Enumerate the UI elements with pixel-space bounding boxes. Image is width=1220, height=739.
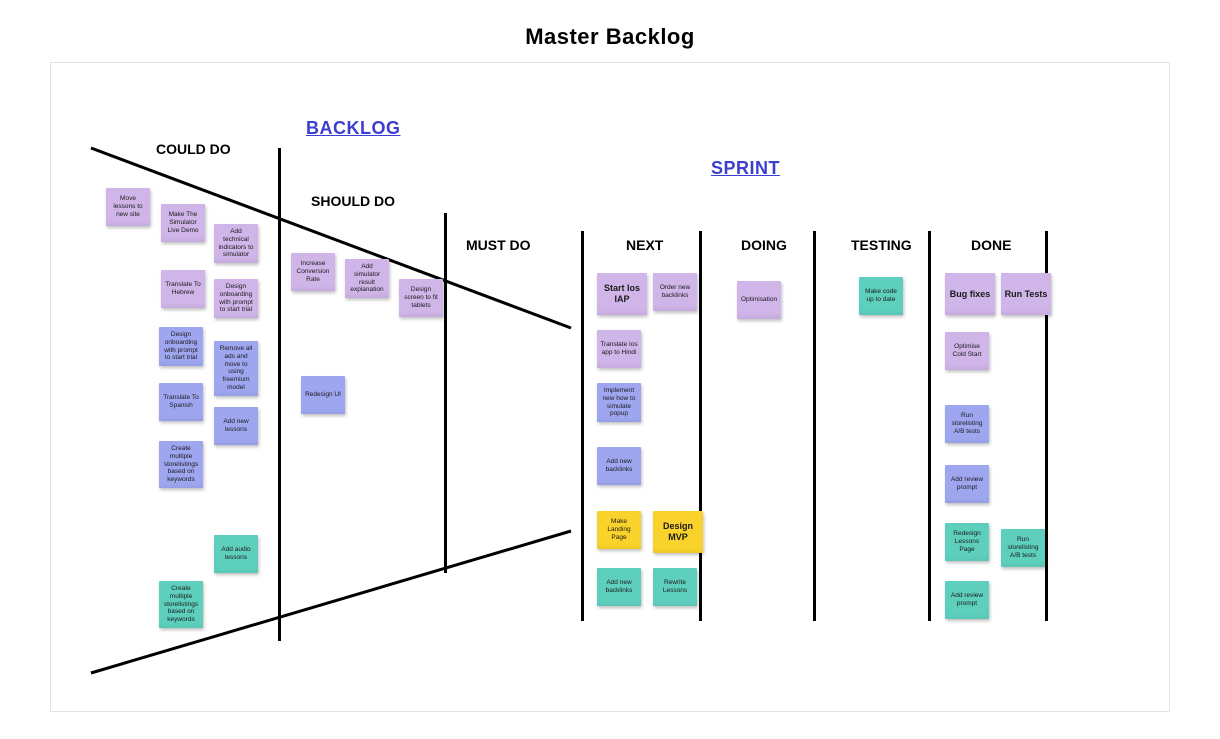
sticky-note[interactable]: Translate To Spanish (159, 383, 203, 421)
sticky-note[interactable]: Run storelisting A/B tests (945, 405, 989, 443)
sticky-note[interactable]: Add new backlinks (597, 447, 641, 485)
sticky-note[interactable]: Make The Simulator Live Demo (161, 204, 205, 242)
sticky-note[interactable]: Design MVP (653, 511, 703, 553)
sticky-note[interactable]: Bug fixes (945, 273, 995, 315)
sticky-note[interactable]: Translate To Hebrew (161, 270, 205, 308)
sticky-note[interactable]: Run storelisting A/B tests (1001, 529, 1045, 567)
sticky-note[interactable]: Optimise Cold Start (945, 332, 989, 370)
sticky-note[interactable]: Add review prompt (945, 581, 989, 619)
sticky-note[interactable]: Rewrite Lessons (653, 568, 697, 606)
sticky-note[interactable]: Add audio lessons (214, 535, 258, 573)
sticky-note[interactable]: Move lessons to new site (106, 188, 150, 226)
sticky-note[interactable]: Translate Ios app to Hindi (597, 330, 641, 368)
sticky-note[interactable]: Add new lessons (214, 407, 258, 445)
sticky-note[interactable]: Make Landing Page (597, 511, 641, 549)
sticky-note[interactable]: Increase Conversion Rate (291, 253, 335, 291)
sticky-note[interactable]: Redesign UI (301, 376, 345, 414)
sticky-note[interactable]: Start Ios IAP (597, 273, 647, 315)
sticky-note[interactable]: Redesign Lessons Page (945, 523, 989, 561)
sticky-note[interactable]: Remove all ads and move to using freemiu… (214, 341, 258, 396)
sticky-note[interactable]: Optimisation (737, 281, 781, 319)
sticky-note[interactable]: Add simulator result explanation (345, 259, 389, 298)
sticky-note[interactable]: Order new backlinks (653, 273, 697, 311)
sticky-note[interactable]: Add review prompt (945, 465, 989, 503)
page-title: Master Backlog (0, 0, 1220, 62)
sticky-note[interactable]: Design screen to fit tablets (399, 279, 443, 317)
sticky-note[interactable]: Add technical indicators to simulator (214, 224, 258, 263)
sticky-note[interactable]: Make code up to date (859, 277, 903, 315)
sticky-note[interactable]: Add new backlinks (597, 568, 641, 606)
sticky-note[interactable]: Design onboarding with prompt to start t… (159, 327, 203, 366)
sticky-note[interactable]: Design onboarding with prompt to start t… (214, 279, 258, 318)
board: BACKLOG SPRINT COULD DOSHOULD DOMUST DON… (50, 62, 1170, 712)
sticky-note[interactable]: Implement new how to simulate popup (597, 383, 641, 422)
sticky-note[interactable]: Run Tests (1001, 273, 1051, 315)
sticky-note[interactable]: Create multiple storelistings based on k… (159, 581, 203, 628)
sticky-note[interactable]: Create multiple storelistings based on k… (159, 441, 203, 488)
